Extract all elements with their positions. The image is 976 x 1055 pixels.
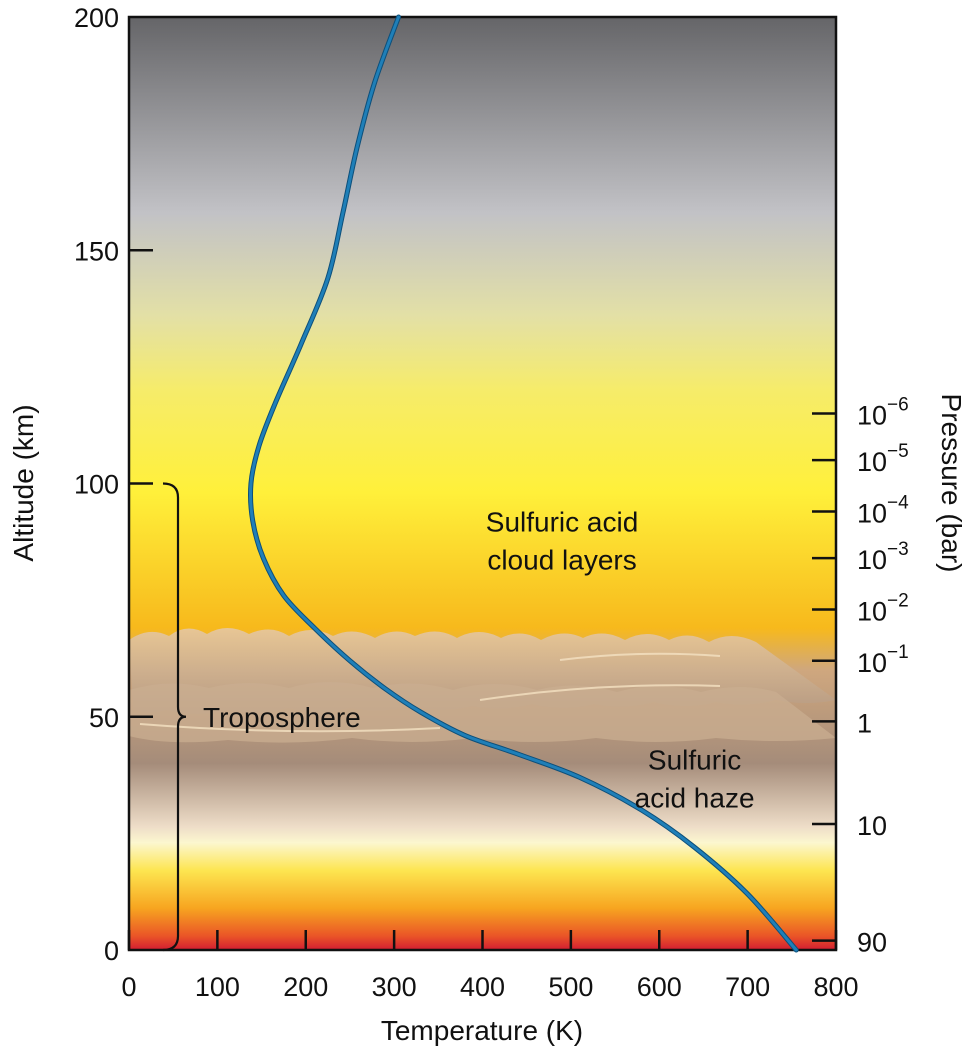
x-axis-title: Temperature (K): [381, 1015, 583, 1046]
pressure-tick-label: 10−6: [857, 395, 909, 431]
x-tick-label: 200: [283, 972, 328, 1002]
temperature-curve: [249, 15, 798, 952]
pressure-tick-label: 10: [857, 811, 887, 841]
pressure-tick-label: 10−3: [857, 539, 909, 575]
x-tick-label: 500: [548, 972, 593, 1002]
y2-axis-title: Pressure (bar): [936, 394, 967, 573]
x-tick-label: 600: [637, 972, 682, 1002]
x-tick-label: 300: [372, 972, 417, 1002]
y-tick-label: 100: [74, 470, 119, 500]
x-tick-label: 0: [121, 972, 136, 1002]
pressure-axis-ticks: 10−6 10−5 10−4 10−3 10−2 10−1 1 10 90: [812, 395, 909, 958]
annotation-label: Sulfuric: [648, 744, 741, 775]
y-axis-title: Altitude (km): [8, 404, 39, 561]
series-layer: [248, 14, 799, 953]
y-tick-label: 200: [74, 3, 119, 33]
x-tick-label: 700: [725, 972, 770, 1002]
pressure-tick-label: 10−1: [857, 642, 909, 678]
pressure-tick-label: 10−5: [857, 441, 909, 477]
annotations-layer: Sulfuric acid cloud layers Sulfuric acid ha…: [203, 506, 755, 813]
pressure-tick-label: 90: [857, 928, 887, 958]
troposphere-bracket: [162, 482, 187, 952]
bracket-path: [162, 482, 187, 952]
pressure-tick-label: 10−4: [857, 492, 909, 528]
annotation-label: Troposphere: [203, 702, 361, 733]
y-axis-ticks: 0 50 100 150 200: [74, 3, 153, 966]
pressure-tick-label: 1: [857, 708, 872, 738]
x-tick-label: 400: [460, 972, 505, 1002]
x-tick-label: 100: [195, 972, 240, 1002]
y-tick-label: 0: [104, 936, 119, 966]
y-tick-label: 150: [74, 236, 119, 266]
x-axis-ticks: 0 100 200 300 400 500 600 700 800: [121, 930, 859, 1002]
y-tick-label: 50: [89, 703, 119, 733]
annotation-label: cloud layers: [487, 544, 636, 575]
cloud-band: [129, 628, 836, 743]
plot-background: [129, 17, 836, 950]
annotation-label: acid haze: [635, 782, 755, 813]
x-tick-label: 800: [813, 972, 858, 1002]
annotation-label: Sulfuric acid: [486, 506, 639, 537]
pressure-tick-label: 10−2: [857, 590, 909, 626]
